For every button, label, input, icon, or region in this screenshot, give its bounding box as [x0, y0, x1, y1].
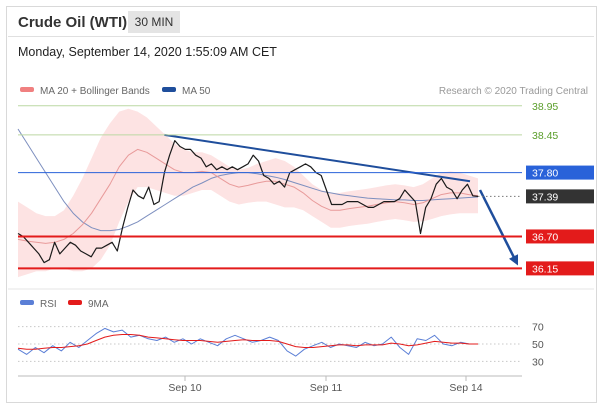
- level-label-2: 37.80: [532, 168, 558, 180]
- ma20-line: [17, 148, 479, 244]
- level-label-3: 37.39: [532, 191, 558, 203]
- resistance-trendline: [164, 133, 471, 183]
- rsi-plot-area: 70 50 30: [17, 322, 544, 368]
- rsi-tick-label-2: 30: [532, 356, 544, 368]
- rsi-tick-label-1: 50: [532, 339, 544, 351]
- header-divider: [8, 36, 594, 37]
- rsi-tick-label-0: 70: [532, 322, 544, 334]
- rsi-line: [17, 327, 478, 357]
- bollinger-band-fill: [18, 108, 478, 278]
- legend-swatch-9ma: [68, 300, 82, 305]
- level-tag-4: [526, 229, 594, 244]
- forecast-arrow-head: [509, 254, 518, 266]
- research-credit: Research © 2020 Trading Central: [439, 86, 588, 97]
- price-line: [17, 140, 479, 264]
- level-tag-2: [526, 165, 594, 180]
- legend-swatch-ma20: [20, 87, 34, 92]
- legend-label-ma50: MA 50: [182, 86, 211, 97]
- timeframe-badge[interactable]: 30 MIN: [128, 11, 180, 33]
- legend-swatch-rsi: [20, 300, 34, 305]
- level-label-5: 36.15: [532, 263, 558, 275]
- rsi-9ma-line: [17, 334, 478, 350]
- rsi-legend: RSI 9MA: [20, 299, 109, 310]
- instrument-title: Crude Oil (WTI): [18, 14, 128, 31]
- price-plot-area: [17, 108, 518, 278]
- x-axis: Sep 10 Sep 11 Sep 14: [168, 376, 483, 394]
- level-tag-5: [526, 261, 594, 276]
- price-levels: 38.95 38.45 37.80 37.39 36.70 36.15: [18, 101, 594, 276]
- level-tag-3: [526, 189, 594, 204]
- legend-label-ma20: MA 20 + Bollinger Bands: [40, 86, 150, 97]
- report-datetime: Monday, September 14, 2020 1:55:09 AM CE…: [18, 45, 277, 59]
- x-tick-label-1: Sep 11: [310, 382, 343, 394]
- level-label-1: 38.45: [532, 130, 558, 142]
- legend-label-9ma: 9MA: [88, 299, 109, 310]
- legend-swatch-ma50: [162, 87, 176, 92]
- x-tick-label-2: Sep 14: [449, 382, 482, 394]
- level-label-0: 38.95: [532, 101, 558, 113]
- forecast-arrow-shaft: [478, 189, 517, 261]
- level-label-4: 36.70: [532, 231, 558, 243]
- price-legend: MA 20 + Bollinger Bands MA 50: [20, 86, 211, 97]
- x-tick-label-0: Sep 10: [168, 382, 201, 394]
- legend-label-rsi: RSI: [40, 299, 57, 310]
